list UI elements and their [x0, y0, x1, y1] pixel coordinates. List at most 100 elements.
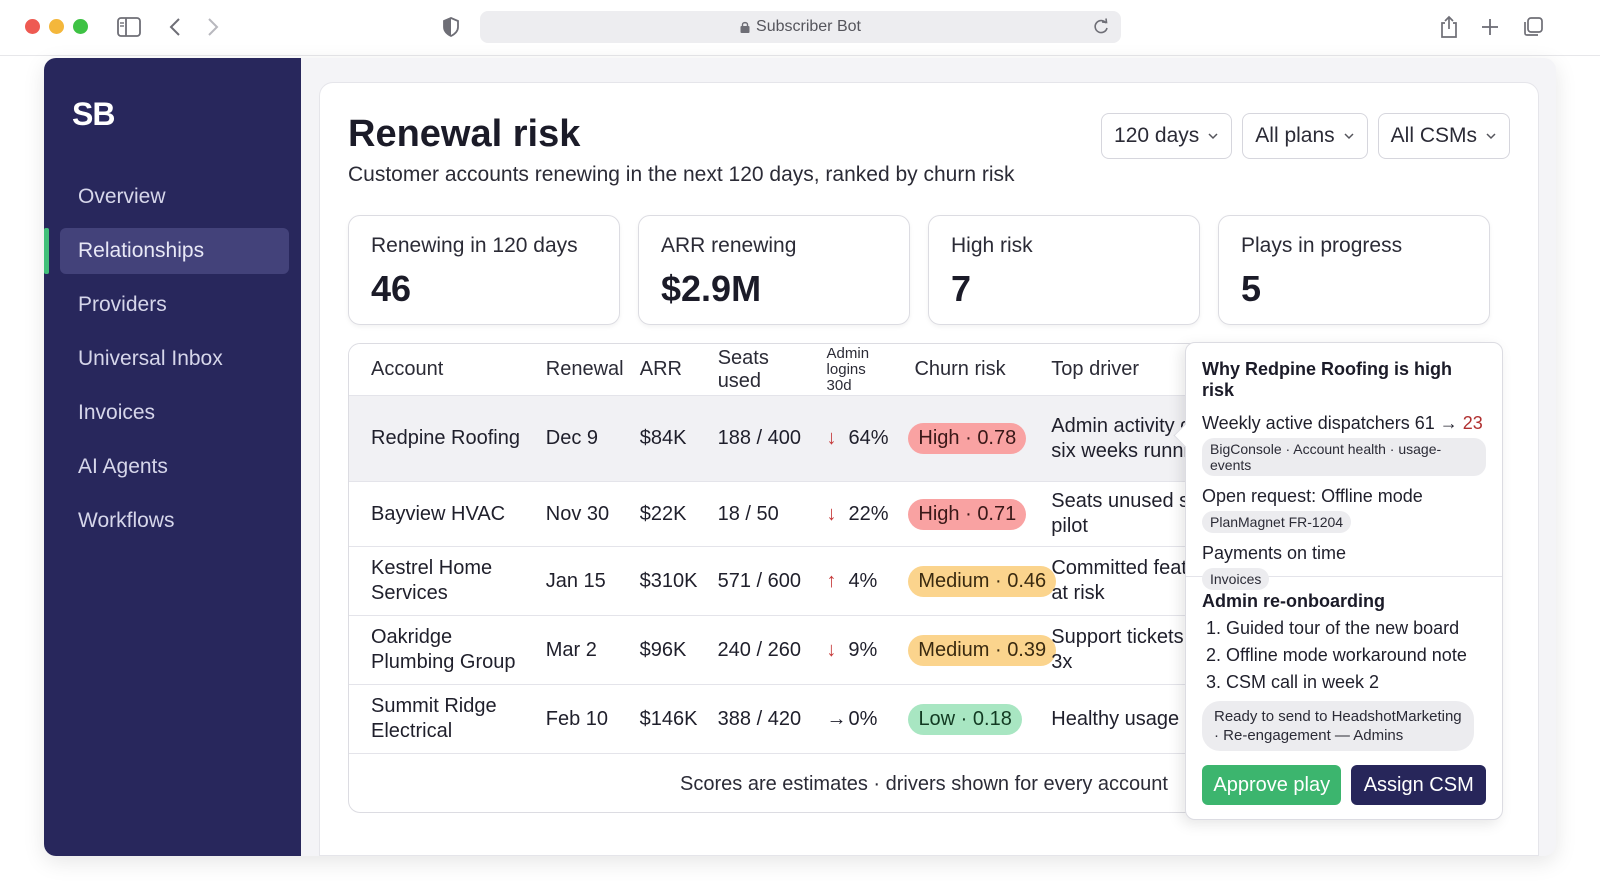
play-title: Admin re-onboarding	[1202, 591, 1385, 611]
csm-filter-label: All CSMs	[1390, 124, 1477, 147]
sidebar-item-providers[interactable]: Providers	[78, 293, 167, 316]
sidebar-item-relationships[interactable]: Relationships	[44, 228, 289, 274]
trend-down-icon: ↓	[826, 427, 837, 449]
trend-flat-icon: →	[826, 707, 847, 730]
arr-value: $146K	[639, 707, 698, 730]
address-bar[interactable]: Subscriber Bot	[480, 11, 1121, 43]
renewal-date: Jan 15	[545, 569, 606, 592]
page-title: Renewal risk	[348, 113, 581, 155]
sidebar-item-overview[interactable]: Overview	[78, 185, 166, 208]
forward-icon[interactable]	[200, 14, 226, 40]
share-icon[interactable]	[1436, 14, 1462, 40]
stat-card-renewing: Renewing in 120 days 46	[348, 215, 620, 325]
plan-filter-dropdown[interactable]: All plans	[1242, 113, 1368, 159]
address-text: Subscriber Bot	[756, 18, 861, 35]
signal-text: Weekly active dispatchers 61 → 23	[1202, 413, 1486, 434]
table-row[interactable]: Redpine Roofing Dec 9 $84K 188 / 400 ↓ 64…	[349, 396, 1228, 482]
chevron-down-icon	[1486, 133, 1496, 140]
chevron-down-icon	[1344, 133, 1354, 140]
table-row[interactable]: Bayview HVAC Nov 30 $22K 18 / 50 ↓ 22% Hi…	[349, 482, 1228, 547]
arr-value: $310K	[639, 569, 698, 592]
period-filter-label: 120 days	[1114, 124, 1200, 147]
play-steps: 1. Guided tour of the new board 2. Offli…	[1202, 618, 1486, 693]
tab-overview-icon[interactable]	[1520, 14, 1546, 40]
admin-logins: ↑ 4%	[804, 569, 892, 594]
column-header-seats[interactable]: Seats used	[717, 346, 769, 392]
column-header-logins[interactable]: Admin logins 30d	[826, 344, 870, 394]
renewal-date: Mar 2	[545, 638, 597, 661]
column-header-account[interactable]: Account	[371, 358, 444, 380]
source-chip[interactable]: BigConsole · Account health · usage-even…	[1202, 438, 1486, 476]
maximize-window-button[interactable]	[73, 19, 88, 34]
signal-label: Weekly active dispatchers 61 →	[1202, 413, 1463, 433]
close-window-button[interactable]	[25, 19, 40, 34]
renewal-date: Dec 9	[545, 427, 599, 449]
play-step: 2. Offline mode workaround note	[1206, 645, 1467, 665]
sidebar: SB Overview Relationships Providers Univ…	[44, 58, 301, 856]
top-driver: Committed feature at risk	[1051, 557, 1216, 604]
sidebar-item-universal-inbox[interactable]: Universal Inbox	[78, 347, 223, 370]
sidebar-nav: Overview Relationships Providers Univers…	[44, 174, 301, 552]
seats-used: 188 / 400	[717, 427, 802, 449]
risk-badge: Medium · 0.46	[908, 565, 1057, 597]
stat-label: ARR renewing	[661, 234, 797, 257]
trend-down-icon: ↓	[826, 502, 837, 525]
table-footnote: Scores are estimates · drivers shown for…	[680, 773, 1168, 795]
back-icon[interactable]	[162, 14, 188, 40]
admin-logins: ↓ 22%	[805, 502, 893, 527]
table-row[interactable]: Summit Ridge Electrical Feb 10 $146K 388…	[349, 685, 1228, 754]
plan-filter-label: All plans	[1255, 124, 1335, 147]
column-header-churn[interactable]: Churn risk	[914, 358, 1006, 380]
admin-logins: ↓ 64%	[805, 426, 893, 451]
sidebar-toggle-icon[interactable]	[116, 14, 142, 40]
table-row[interactable]: Kestrel Home Services Jan 15 $310K 571 /…	[349, 547, 1228, 616]
column-header-driver[interactable]: Top driver	[1051, 358, 1140, 380]
seats-used: 18 / 50	[717, 502, 779, 525]
risk-detail-panel: Why Redpine Roofing is high risk Weekly …	[1185, 342, 1503, 820]
arr-value: $84K	[639, 427, 687, 449]
reload-icon[interactable]	[1091, 17, 1111, 37]
ready-status-chip: Ready to send to HeadshotMarketing · Re-…	[1202, 701, 1474, 751]
logins-value: 22%	[848, 502, 889, 525]
stat-value: $2.9M	[661, 268, 762, 309]
account-name: Oakridge Plumbing Group	[371, 626, 516, 673]
sidebar-item-invoices[interactable]: Invoices	[78, 401, 156, 424]
stat-value: 7	[951, 268, 972, 309]
assign-csm-button[interactable]: Assign CSM	[1351, 765, 1486, 805]
arr-value: $96K	[639, 638, 687, 661]
churn-risk: Medium · 0.39	[892, 634, 1057, 666]
csm-filter-dropdown[interactable]: All CSMs	[1377, 113, 1510, 159]
page-subtitle: Customer accounts renewing in the next 1…	[348, 163, 1015, 186]
churn-risk: Medium · 0.46	[892, 565, 1057, 597]
panel-title: Why Redpine Roofing is high risk	[1202, 359, 1452, 400]
seats-used: 388 / 420	[717, 707, 802, 730]
renewal-date: Feb 10	[545, 707, 609, 730]
churn-risk: High · 0.78	[892, 423, 1029, 454]
stat-cards: Renewing in 120 days 46 ARR renewing $2.…	[348, 215, 1490, 325]
risk-badge: High · 0.78	[908, 423, 1027, 454]
sidebar-item-ai-agents[interactable]: AI Agents	[78, 455, 168, 478]
stat-card-plays: Plays in progress 5	[1218, 215, 1490, 325]
column-header-arr[interactable]: ARR	[639, 358, 682, 380]
approve-play-button[interactable]: Approve play	[1202, 765, 1342, 805]
account-name: Redpine Roofing	[371, 427, 520, 449]
source-chip[interactable]: PlanMagnet FR-1204	[1202, 511, 1352, 533]
shield-icon[interactable]	[438, 14, 464, 40]
minimize-window-button[interactable]	[49, 19, 64, 34]
logins-value: 0%	[848, 707, 878, 730]
new-tab-icon[interactable]	[1477, 14, 1503, 40]
sidebar-item-workflows[interactable]: Workflows	[78, 509, 175, 532]
period-filter-dropdown[interactable]: 120 days	[1101, 113, 1233, 159]
source-chip[interactable]: Invoices	[1202, 568, 1270, 590]
logins-value: 4%	[848, 569, 878, 592]
chevron-down-icon	[1208, 133, 1218, 140]
play-section: Admin re-onboarding 1. Guided tour of th…	[1186, 577, 1502, 805]
table-row[interactable]: Oakridge Plumbing Group Mar 2 $96K 240 /…	[349, 616, 1228, 685]
account-name: Summit Ridge Electrical	[371, 695, 497, 742]
seats-used: 571 / 600	[717, 569, 802, 592]
stat-value: 46	[371, 268, 412, 309]
stat-card-high-risk: High risk 7	[928, 215, 1200, 325]
column-header-renewal[interactable]: Renewal	[545, 358, 624, 380]
stat-label: High risk	[951, 234, 1033, 257]
app-logo[interactable]: SB	[72, 96, 115, 132]
